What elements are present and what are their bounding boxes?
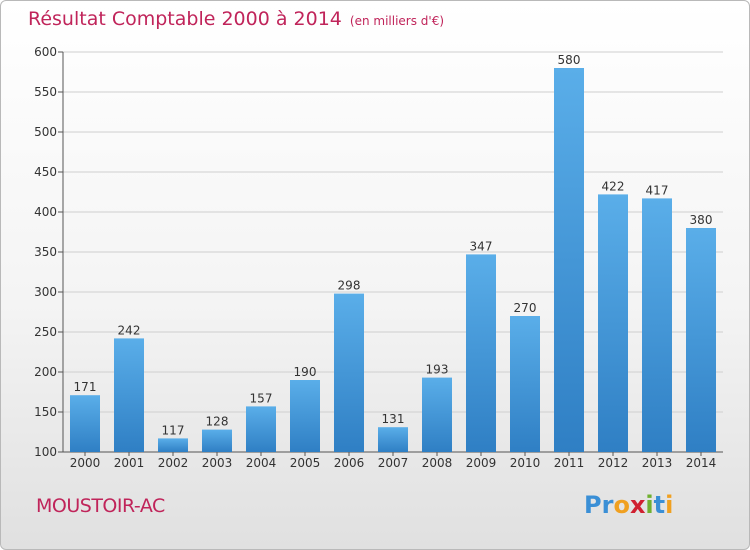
bar <box>642 198 672 452</box>
bar <box>510 316 540 452</box>
bar <box>70 395 100 452</box>
bar <box>422 377 452 452</box>
y-tick-label: 150 <box>34 405 57 419</box>
bar <box>202 429 232 452</box>
x-tick-label: 2004 <box>246 456 277 470</box>
data-label: 347 <box>470 239 493 253</box>
x-tick-label: 2006 <box>334 456 365 470</box>
x-tick-label: 2001 <box>114 456 145 470</box>
data-label: 117 <box>162 423 185 437</box>
y-tick-label: 600 <box>34 45 57 59</box>
data-label: 157 <box>250 391 273 405</box>
bar <box>334 293 364 452</box>
data-label: 193 <box>426 363 449 377</box>
bar <box>246 406 276 452</box>
data-label: 417 <box>646 183 669 197</box>
data-label: 298 <box>338 279 361 293</box>
y-tick-label: 500 <box>34 125 57 139</box>
x-tick-label: 2011 <box>554 456 585 470</box>
y-tick-label: 550 <box>34 85 57 99</box>
x-tick-label: 2013 <box>642 456 673 470</box>
y-tick-label: 250 <box>34 325 57 339</box>
proxiti-logo: Proxiti <box>584 491 673 519</box>
data-label: 171 <box>74 380 97 394</box>
data-label: 580 <box>558 53 581 67</box>
bar <box>158 438 188 452</box>
x-tick-label: 2009 <box>466 456 497 470</box>
y-tick-label: 400 <box>34 205 57 219</box>
logo-letter: P <box>584 491 602 519</box>
data-label: 242 <box>118 323 141 337</box>
bar <box>114 338 144 452</box>
y-tick-label: 300 <box>34 285 57 299</box>
x-tick-label: 2010 <box>510 456 541 470</box>
bar <box>290 380 320 452</box>
y-tick-label: 350 <box>34 245 57 259</box>
y-tick-label: 100 <box>34 445 57 459</box>
logo-letter: i <box>665 491 674 519</box>
data-label: 270 <box>514 301 537 315</box>
y-tick-label: 450 <box>34 165 57 179</box>
logo-letter: i <box>645 491 654 519</box>
logo-letter: o <box>613 491 630 519</box>
logo-letter: t <box>653 491 666 519</box>
bar <box>466 254 496 452</box>
logo-letter: x <box>629 491 646 519</box>
bar <box>598 194 628 452</box>
bar <box>554 68 584 452</box>
x-tick-label: 2007 <box>378 456 409 470</box>
chart-title: Résultat Comptable 2000 à 2014 (en millie… <box>28 8 444 30</box>
bar <box>378 427 408 452</box>
data-label: 190 <box>294 365 317 379</box>
data-label: 380 <box>690 213 713 227</box>
chart-title-text: Résultat Comptable 2000 à 2014 <box>28 8 342 30</box>
x-tick-label: 2003 <box>202 456 233 470</box>
x-tick-label: 2008 <box>422 456 453 470</box>
y-tick-label: 200 <box>34 365 57 379</box>
x-tick-label: 2005 <box>290 456 321 470</box>
chart-subtitle: (en milliers d'€) <box>349 14 445 28</box>
x-tick-label: 2012 <box>598 456 629 470</box>
logo-letter: r <box>601 491 614 519</box>
data-label: 422 <box>602 179 625 193</box>
x-tick-label: 2002 <box>158 456 189 470</box>
x-tick-label: 2014 <box>686 456 717 470</box>
data-label: 131 <box>382 412 405 426</box>
x-tick-label: 2000 <box>70 456 101 470</box>
bar <box>686 228 716 452</box>
data-label: 128 <box>206 415 229 429</box>
commune-name: MOUSTOIR-AC <box>36 495 165 517</box>
